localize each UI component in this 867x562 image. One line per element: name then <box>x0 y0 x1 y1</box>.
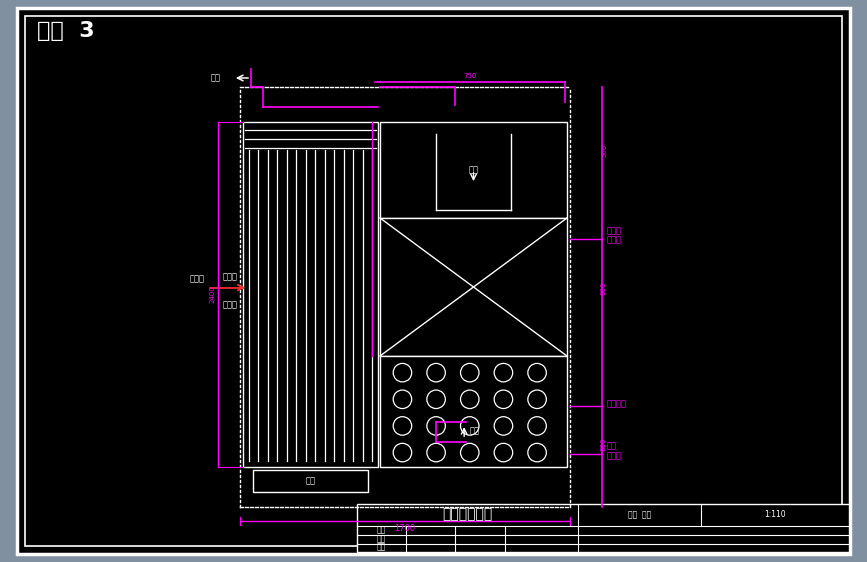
Text: 隔热层: 隔热层 <box>607 452 622 461</box>
Circle shape <box>494 364 512 382</box>
Text: 比例  图量: 比例 图量 <box>629 510 651 519</box>
Text: 板道: 板道 <box>607 442 617 451</box>
Text: 冷气: 冷气 <box>469 427 479 436</box>
Circle shape <box>394 416 412 435</box>
Text: 支撑板: 支撑板 <box>607 235 622 244</box>
Circle shape <box>528 364 546 382</box>
Text: 800: 800 <box>601 282 607 296</box>
Circle shape <box>460 364 479 382</box>
Text: 进冷气: 进冷气 <box>190 275 205 284</box>
Circle shape <box>460 416 479 435</box>
Text: 热气: 热气 <box>468 165 479 174</box>
Circle shape <box>427 364 446 382</box>
Circle shape <box>394 443 412 462</box>
Text: 列管式: 列管式 <box>223 273 238 282</box>
Circle shape <box>427 390 446 409</box>
Text: 排气: 排气 <box>211 74 221 83</box>
Bar <box>243 122 378 467</box>
Circle shape <box>494 390 512 409</box>
Text: 880: 880 <box>601 437 607 451</box>
Text: 设计: 设计 <box>377 534 386 543</box>
Circle shape <box>460 390 479 409</box>
Circle shape <box>427 416 446 435</box>
Circle shape <box>427 443 446 462</box>
Text: 2400: 2400 <box>210 285 216 303</box>
Text: 750: 750 <box>463 73 477 79</box>
Bar <box>380 218 567 356</box>
Text: 1:110: 1:110 <box>765 510 786 519</box>
Circle shape <box>494 416 512 435</box>
Circle shape <box>528 390 546 409</box>
Text: 换热器: 换热器 <box>223 300 238 309</box>
Bar <box>253 470 368 492</box>
Text: 500: 500 <box>601 143 607 157</box>
Text: 热气: 热气 <box>305 477 316 486</box>
Text: 催化燃烧装置: 催化燃烧装置 <box>442 507 492 522</box>
Text: 制图: 制图 <box>377 525 386 534</box>
Circle shape <box>394 390 412 409</box>
Bar <box>357 504 849 552</box>
Text: 1700: 1700 <box>394 524 415 533</box>
Circle shape <box>528 443 546 462</box>
Bar <box>380 122 567 218</box>
Text: 电加热管: 电加热管 <box>607 399 627 408</box>
Circle shape <box>460 443 479 462</box>
Text: 审核: 审核 <box>377 543 386 552</box>
Bar <box>380 356 567 467</box>
Circle shape <box>528 416 546 435</box>
Text: 催化剂: 催化剂 <box>607 226 622 235</box>
Circle shape <box>394 364 412 382</box>
Text: 附图  3: 附图 3 <box>37 21 95 41</box>
Circle shape <box>494 443 512 462</box>
